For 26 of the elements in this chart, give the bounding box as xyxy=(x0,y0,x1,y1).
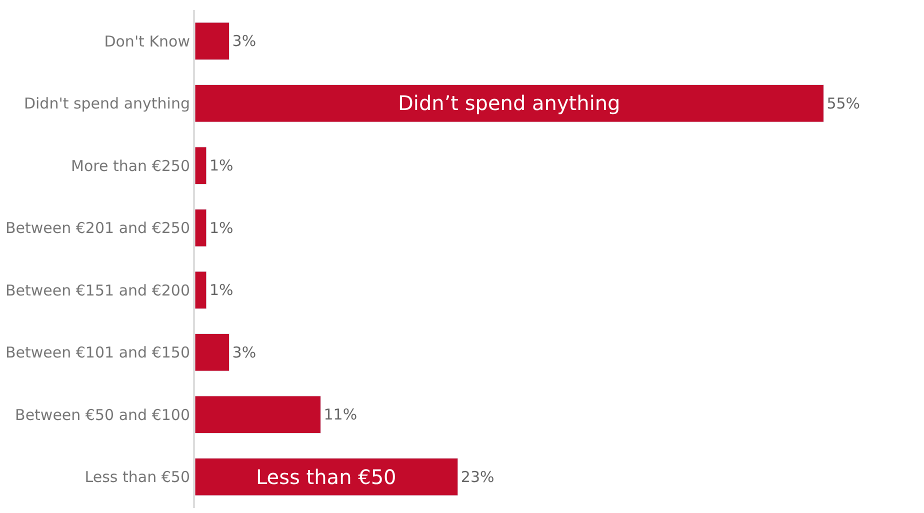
bar xyxy=(195,84,824,122)
bar xyxy=(195,22,230,60)
bar xyxy=(195,146,207,185)
data-label: 3% xyxy=(232,32,256,50)
bar xyxy=(195,458,458,496)
data-label: 55% xyxy=(826,94,860,112)
annotation: Didn’t spend anything xyxy=(398,91,620,115)
y-tick-label: Between €101 and €150 xyxy=(5,344,190,362)
y-tick-label: More than €250 xyxy=(71,156,190,175)
y-tick-label: Between €50 and €100 xyxy=(15,406,190,424)
bar xyxy=(195,333,230,372)
data-label: 1% xyxy=(209,281,234,300)
bar xyxy=(195,396,321,434)
data-label: 23% xyxy=(460,468,494,486)
y-tick-label: Between €151 and €200 xyxy=(5,281,190,300)
y-tick-label: Didn't spend anything xyxy=(24,94,190,113)
y-tick-label: Between €201 and €250 xyxy=(5,219,190,238)
data-label: 3% xyxy=(232,343,256,362)
y-tick-label: Less than €50 xyxy=(84,468,190,486)
data-label: 1% xyxy=(209,156,234,175)
bar xyxy=(195,271,207,310)
data-label: 11% xyxy=(324,406,358,424)
annotation: Less than €50 xyxy=(256,465,396,489)
data-label: 1% xyxy=(209,218,234,237)
y-tick-label: Don't Know xyxy=(104,32,190,50)
bar xyxy=(195,208,207,247)
